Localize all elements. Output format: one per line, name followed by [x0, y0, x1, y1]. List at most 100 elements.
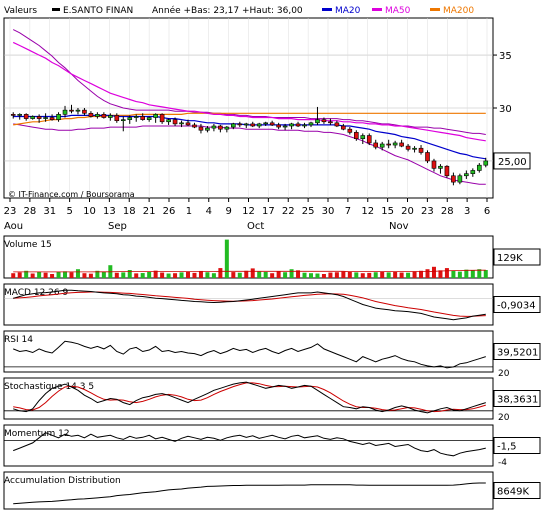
volume-bar	[166, 273, 171, 278]
candle-body	[354, 132, 359, 140]
x-day-label: 23	[4, 206, 17, 217]
stochastic-value-box	[493, 390, 541, 407]
candle-body	[379, 143, 385, 148]
volume-bar	[257, 271, 262, 278]
candle-body	[101, 114, 107, 118]
rsi-value-label: 39,5201	[497, 348, 538, 359]
candle-body	[133, 116, 139, 118]
rsi-line	[13, 340, 486, 369]
volume-bar	[153, 270, 158, 278]
candle-body	[30, 116, 35, 119]
volume-bar	[75, 269, 80, 278]
candle-body	[444, 165, 450, 177]
volume-bar	[438, 270, 443, 278]
candle-body	[69, 109, 74, 112]
x-day-label: 6	[484, 206, 490, 217]
volume-bar	[50, 274, 55, 278]
candle-body	[483, 160, 489, 166]
candle-body	[470, 170, 476, 174]
volume-bar	[399, 272, 404, 278]
volume-bar	[24, 270, 29, 278]
candle-body	[114, 115, 120, 122]
volume-bar	[82, 273, 87, 278]
candle-body	[108, 115, 113, 118]
volume-bar	[69, 272, 74, 278]
volume-bar	[88, 273, 93, 278]
stochastic-panel-title: Stochastique 14 3 5	[4, 382, 94, 392]
stochastic-level-label: 20	[498, 413, 510, 423]
candle-body	[62, 109, 68, 115]
legend-label-ma200: MA200	[443, 6, 474, 16]
volume-bar	[237, 272, 242, 278]
x-day-label: 3	[464, 206, 470, 217]
volume-bar	[464, 269, 469, 278]
x-day-label: 4	[206, 206, 212, 217]
macd-line	[13, 289, 486, 321]
candle-body	[334, 122, 340, 127]
x-day-label: 1	[186, 206, 192, 217]
price-tick-label: 30	[499, 104, 512, 115]
volume-bar	[173, 273, 178, 278]
volume-bar	[315, 273, 320, 278]
volume-bar	[354, 272, 359, 278]
volume-bar	[321, 274, 326, 278]
candle-body	[224, 126, 230, 130]
accumulation-line	[13, 482, 486, 505]
x-day-label: 12	[242, 206, 255, 217]
ticker-swatch	[52, 8, 60, 11]
volume-bar	[451, 270, 456, 278]
candle-body	[185, 122, 191, 126]
x-day-label: 12	[361, 206, 374, 217]
volume-bar	[412, 271, 417, 278]
last-price-label: 25,00	[498, 157, 527, 168]
x-day-label: 26	[163, 206, 176, 217]
price-tick-label: 35	[499, 51, 512, 62]
volume-bar	[367, 272, 372, 278]
volume-bar	[457, 271, 462, 278]
header-ticker: E.SANTO FINAN	[63, 6, 133, 16]
candle-body	[366, 135, 372, 144]
candle-body	[140, 116, 145, 120]
volume-bar	[250, 268, 255, 278]
volume-bar	[302, 272, 307, 278]
candle-body	[308, 122, 314, 126]
volume-bar	[160, 272, 165, 278]
momentum-panel-frame	[3, 424, 494, 467]
legend-swatch-ma20	[322, 8, 332, 11]
candle-body	[56, 114, 61, 120]
volume-bar	[270, 273, 275, 278]
volume-bar	[296, 270, 301, 278]
x-day-label: 18	[123, 206, 136, 217]
x-month-label: Oct	[247, 221, 264, 232]
candle-body	[231, 123, 236, 128]
legend-label-ma20: MA20	[335, 6, 361, 16]
x-day-label: 25	[302, 206, 315, 217]
x-day-label: 28	[24, 206, 37, 217]
candle-body	[237, 123, 243, 126]
volume-bar	[17, 272, 22, 278]
volume-bar	[276, 271, 281, 278]
rsi-value-box	[493, 343, 541, 360]
candle-body	[120, 119, 126, 122]
copyright-text: © IT-Finance.com / Boursorama	[8, 190, 135, 199]
candle-body	[10, 114, 16, 116]
candle-body	[75, 109, 81, 112]
rsi-panel-title: RSI 14	[4, 335, 33, 345]
x-day-label: 30	[322, 206, 335, 217]
volume-bar	[186, 271, 191, 278]
volume-bar	[470, 270, 475, 278]
volume-bar	[218, 268, 223, 278]
macd-value-box	[493, 296, 541, 313]
volume-bar	[477, 269, 482, 278]
accumulation-panel-title: Accumulation Distribution	[4, 476, 121, 486]
candle-body	[198, 126, 204, 131]
momentum-level-label: -4	[498, 458, 507, 468]
volume-bar	[30, 273, 35, 278]
volume-bar	[114, 272, 119, 278]
candle-body	[17, 114, 23, 116]
x-day-label: 7	[345, 206, 351, 217]
candle-body	[243, 123, 249, 126]
candle-body	[43, 117, 48, 119]
candle-body	[476, 164, 482, 171]
legend-label-ma50: MA50	[385, 6, 411, 16]
